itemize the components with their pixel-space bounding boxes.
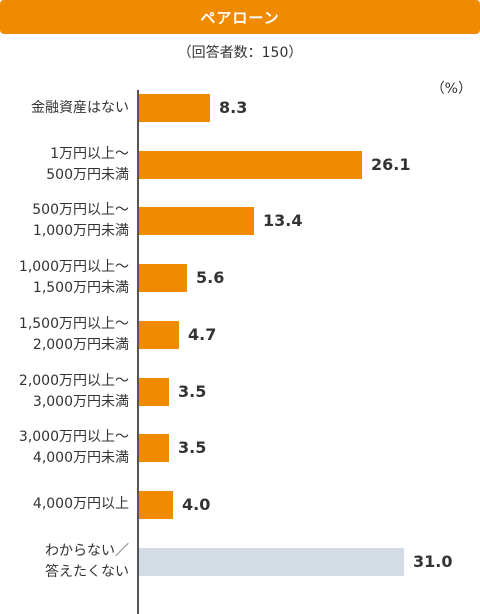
category-label-line: 4,000万円未満 bbox=[32, 450, 129, 467]
unit-label: （%） bbox=[430, 81, 472, 97]
category-label: 3,000万円以上～ 4,000万円未満 bbox=[19, 427, 129, 469]
category-label-line: 2,000万円未満 bbox=[32, 336, 129, 353]
category-label-line: 4,000万円以上 bbox=[32, 496, 129, 513]
category-label: 500万円以上～ 1,000万円未満 bbox=[32, 200, 129, 242]
category-label: 4,000万円以上 bbox=[33, 494, 129, 515]
value-label: 26.1 bbox=[371, 154, 411, 174]
category-label: わからない／ 答えたくない bbox=[45, 541, 129, 583]
category-label: 1,500万円以上～ 2,000万円未満 bbox=[19, 314, 129, 356]
category-label-line: 500万円以上～ bbox=[32, 202, 129, 219]
bar bbox=[139, 377, 169, 406]
value-label: 31.0 bbox=[413, 551, 453, 571]
category-label-line: 3,000万円未満 bbox=[32, 393, 129, 410]
bar bbox=[139, 264, 187, 293]
bar bbox=[139, 490, 173, 519]
chart-subtitle: （回答者数：150） bbox=[177, 45, 303, 61]
category-label-line: 1,500万円以上～ bbox=[18, 315, 129, 332]
chart-title-banner: ペアローン bbox=[0, 0, 480, 34]
value-label: 5.6 bbox=[196, 268, 225, 288]
y-axis-line bbox=[137, 90, 139, 614]
category-label-line: 1,500万円未満 bbox=[32, 280, 129, 297]
category-label-line: わからない／ bbox=[45, 542, 129, 559]
category-label: 1万円以上～ 500万円未満 bbox=[46, 144, 129, 186]
bar bbox=[139, 207, 254, 236]
value-label: 8.3 bbox=[219, 98, 248, 117]
value-label: 4.7 bbox=[188, 324, 217, 344]
category-label-line: 1,000万円未満 bbox=[32, 223, 129, 240]
category-label: 1,000万円以上～ 1,500万円未満 bbox=[19, 257, 129, 299]
bar bbox=[139, 150, 362, 179]
category-label: 2,000万円以上～ 3,000万円未満 bbox=[19, 371, 129, 413]
category-label: 金融資産はない bbox=[31, 98, 129, 119]
category-label-line: 500万円未満 bbox=[46, 166, 129, 183]
category-label-line: 1,000万円以上～ bbox=[18, 259, 129, 276]
category-label-line: 2,000万円以上～ bbox=[18, 372, 129, 389]
chart-title: ペアローン bbox=[200, 8, 280, 27]
bar bbox=[139, 94, 210, 122]
category-label-line: 3,000万円以上～ bbox=[18, 429, 129, 446]
category-label-line: 1万円以上～ bbox=[50, 145, 129, 162]
value-label: 13.4 bbox=[263, 211, 303, 231]
category-label-line: 答えたくない bbox=[45, 563, 129, 580]
value-label: 4.0 bbox=[182, 494, 211, 514]
bar bbox=[139, 320, 179, 349]
value-label: 3.5 bbox=[178, 381, 207, 401]
bar bbox=[139, 434, 169, 463]
bar bbox=[139, 547, 404, 576]
value-label: 3.5 bbox=[178, 438, 207, 458]
category-label-line: 金融資産はない bbox=[31, 99, 129, 116]
